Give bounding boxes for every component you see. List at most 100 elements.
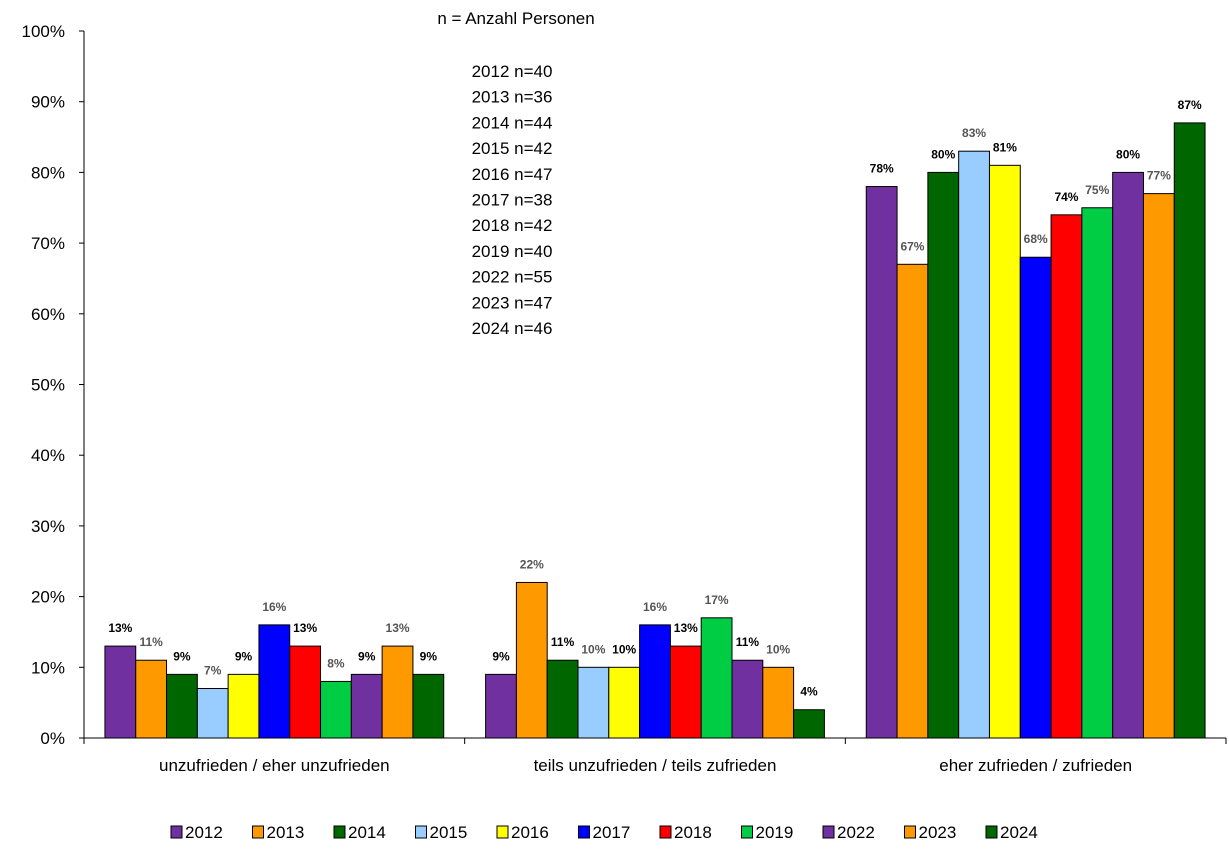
- annotation-line: 2023 n=47: [472, 293, 553, 312]
- data-label: 9%: [173, 649, 191, 663]
- data-label: 78%: [870, 162, 894, 176]
- bar: [1081, 207, 1114, 739]
- legend-swatch: [904, 825, 916, 839]
- bar: [320, 680, 352, 739]
- data-label: 22%: [520, 557, 544, 571]
- annotation-line: 2015 n=42: [472, 139, 553, 158]
- category-label: teils unzufrieden / teils zufrieden: [534, 756, 777, 775]
- data-label: 4%: [800, 685, 818, 699]
- data-label: 13%: [108, 621, 132, 635]
- y-tick-label: 30%: [31, 517, 65, 536]
- bar: [1142, 193, 1175, 739]
- legend-label: 2014: [348, 823, 386, 842]
- bar: [515, 581, 548, 739]
- data-label: 10%: [581, 642, 605, 656]
- data-label: 67%: [900, 239, 924, 253]
- bar: [1173, 122, 1206, 739]
- annotation-title: n = Anzahl Personen: [437, 9, 594, 28]
- legend-swatch: [252, 825, 264, 839]
- bar: [350, 673, 383, 739]
- data-label: 10%: [612, 642, 636, 656]
- bar: [865, 186, 898, 739]
- data-label: 83%: [962, 126, 986, 140]
- y-tick-label: 100%: [22, 22, 65, 41]
- bar: [104, 645, 137, 739]
- bar: [258, 624, 291, 739]
- data-label: 13%: [386, 621, 410, 635]
- legend: 2012 2013 2014 2015 2016 2017 2018 2019 2022 2023…: [170, 823, 1038, 842]
- bar: [485, 673, 517, 739]
- data-label: 9%: [358, 649, 376, 663]
- annotation-line: 2022 n=55: [472, 268, 553, 287]
- y-tick-label: 50%: [31, 376, 65, 395]
- legend-label: 2015: [430, 823, 468, 842]
- bar: [381, 645, 414, 739]
- annotation-line: 2016 n=47: [472, 165, 553, 184]
- legend-swatch: [333, 825, 346, 839]
- y-tick-label: 70%: [31, 234, 65, 253]
- bar: [731, 659, 764, 739]
- category-label: eher zufrieden / zufrieden: [939, 756, 1132, 775]
- data-label: 10%: [766, 642, 790, 656]
- data-label: 81%: [993, 140, 1017, 154]
- y-tick-label: 0%: [40, 729, 65, 748]
- bar: [1050, 214, 1083, 739]
- data-label: 8%: [327, 656, 345, 670]
- bar: [927, 171, 960, 739]
- data-label: 9%: [492, 649, 510, 663]
- legend-label: 2023: [919, 823, 957, 842]
- bar: [793, 709, 825, 739]
- legend-label: 2018: [674, 823, 712, 842]
- data-label: 80%: [931, 147, 955, 161]
- data-label: 9%: [420, 649, 438, 663]
- bar: [988, 164, 1021, 739]
- annotation-line: 2013 n=36: [472, 88, 553, 107]
- legend-label: 2016: [511, 823, 549, 842]
- bar: [958, 150, 990, 739]
- data-label: 13%: [674, 621, 698, 635]
- data-label: 74%: [1054, 190, 1078, 204]
- bar: [546, 659, 579, 739]
- data-label: 7%: [204, 664, 222, 678]
- legend-swatch: [985, 825, 998, 839]
- legend-swatch: [170, 825, 183, 839]
- bar: [1019, 256, 1052, 739]
- y-tick-label: 90%: [31, 93, 65, 112]
- annotation-line: 2019 n=40: [472, 242, 553, 261]
- bar: [166, 673, 198, 739]
- bar: [289, 645, 322, 739]
- data-label: 9%: [235, 649, 253, 663]
- legend-swatch: [415, 825, 427, 839]
- data-label: 87%: [1178, 98, 1202, 112]
- y-tick-label: 20%: [31, 588, 65, 607]
- data-label: 77%: [1147, 169, 1171, 183]
- legend-label: 2017: [593, 823, 631, 842]
- data-label: 11%: [139, 635, 163, 649]
- legend-swatch: [822, 825, 835, 839]
- legend-label: 2012: [185, 823, 223, 842]
- data-label: 16%: [262, 600, 286, 614]
- legend-label: 2013: [267, 823, 305, 842]
- sample-size-annotation: n = Anzahl Personen 2012 n=40 2013 n=36 20…: [437, 9, 594, 338]
- legend-swatch: [578, 825, 590, 839]
- bar: [608, 666, 641, 739]
- bar: [669, 645, 702, 739]
- y-tick-label: 60%: [31, 305, 65, 324]
- legend-label: 2024: [1000, 823, 1038, 842]
- data-label: 13%: [293, 621, 317, 635]
- data-label: 80%: [1116, 147, 1140, 161]
- data-label: 16%: [643, 600, 667, 614]
- bar: [135, 659, 168, 739]
- y-axis: 0% 10% 20% 30% 40% 50% 60% 70% 80% 90% 100%: [22, 22, 85, 748]
- y-tick-label: 10%: [31, 658, 65, 677]
- annotation-line: 2012 n=40: [472, 62, 553, 81]
- bar: [196, 688, 229, 739]
- y-tick-label: 40%: [31, 446, 65, 465]
- x-axis: unzufrieden / eher unzufrieden teils unzu…: [83, 737, 1227, 775]
- data-label: 68%: [1024, 232, 1048, 246]
- annotation-line: 2014 n=44: [472, 113, 553, 132]
- data-label: 11%: [551, 635, 575, 649]
- bar: [412, 673, 445, 739]
- bar: [762, 666, 795, 739]
